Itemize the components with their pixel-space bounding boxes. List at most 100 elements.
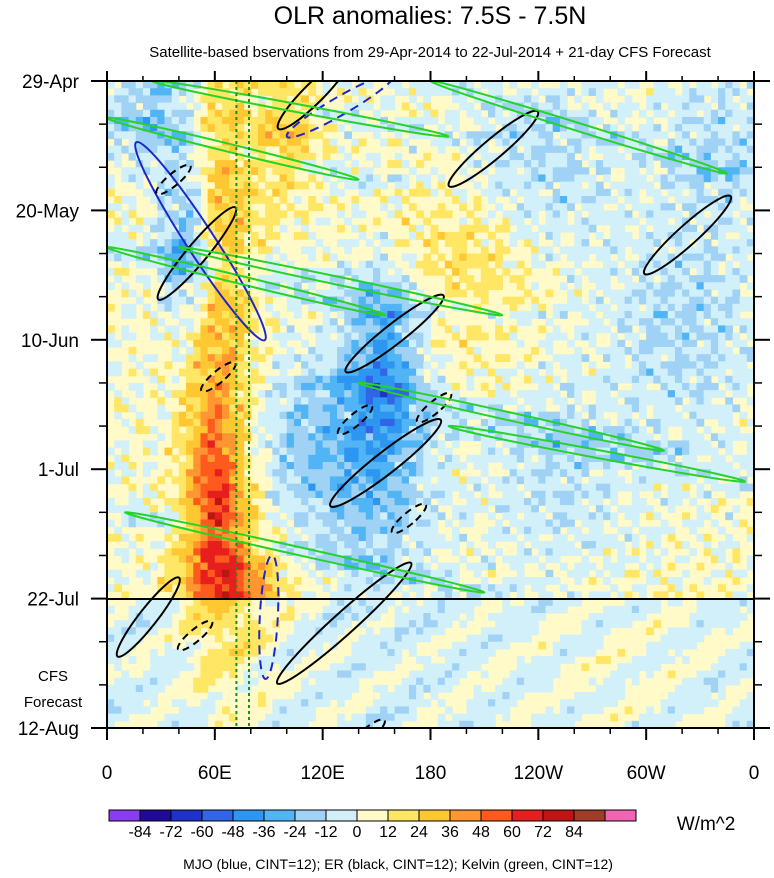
field-cell-1759 — [682, 275, 690, 283]
field-cell-3772 — [466, 490, 475, 499]
field-cell-1176 — [157, 210, 166, 219]
field-cell-4553 — [703, 577, 712, 585]
field-cell-3429 — [710, 454, 719, 463]
field-cell-958 — [394, 181, 403, 190]
field-cell-696 — [423, 152, 432, 161]
field-cell-1839 — [229, 289, 237, 298]
field-cell-1828 — [121, 289, 130, 298]
field-cell-1700 — [710, 267, 719, 276]
field-cell-1509 — [603, 246, 611, 255]
field-cell-138 — [186, 95, 194, 104]
field-cell-754 — [322, 160, 331, 168]
field-cell-3795 — [703, 490, 712, 499]
field-cell-1756 — [660, 275, 669, 283]
field-cell-2070 — [682, 311, 690, 319]
field-cell-679 — [171, 152, 180, 161]
field-cell-4758 — [444, 605, 453, 614]
field-cell-3400 — [473, 454, 482, 463]
field-cell-1607 — [408, 260, 417, 269]
field-cell-4672 — [193, 598, 202, 607]
field-cell-4213 — [322, 541, 331, 549]
field-cell-3877 — [193, 505, 202, 513]
field-cell-4980 — [380, 634, 388, 643]
field-cell-1652 — [207, 267, 216, 276]
field-cell-4486 — [631, 569, 640, 578]
field-cell-912 — [603, 174, 611, 183]
field-cell-4412 — [437, 562, 446, 571]
field-cell-4093 — [351, 526, 360, 535]
field-cell-2924 — [200, 411, 209, 420]
field-cell-3077 — [243, 426, 252, 434]
field-cell-1540 — [222, 253, 230, 262]
field-cell-923 — [703, 174, 712, 183]
field-cell-2975 — [588, 411, 597, 420]
field-cell-413 — [301, 124, 309, 132]
field-cell-3775 — [509, 490, 518, 499]
field-cell-2098 — [365, 318, 374, 327]
field-cell-3090 — [344, 426, 353, 434]
field-cell-3495 — [617, 462, 626, 470]
field-cell-582 — [552, 138, 561, 147]
field-cell-2628 — [660, 375, 669, 384]
field-cell-2007 — [660, 303, 669, 312]
field-cell-1030 — [495, 188, 503, 197]
field-cell-2386 — [272, 354, 281, 362]
field-cell-2442 — [186, 361, 194, 370]
field-cell-493 — [408, 131, 417, 140]
field-cell-2268 — [222, 339, 230, 348]
field-cell-1185 — [229, 210, 237, 219]
field-cell-1732 — [358, 275, 367, 283]
field-cell-46 — [559, 81, 568, 89]
field-cell-3524 — [236, 469, 245, 477]
field-cell-4327 — [214, 555, 223, 564]
field-cell-4481 — [581, 569, 590, 578]
field-cell-3466 — [380, 462, 388, 470]
field-cell-95 — [430, 88, 439, 96]
field-cell-4717 — [674, 598, 683, 607]
field-cell-3091 — [351, 426, 360, 434]
field-cell-3234 — [301, 440, 309, 449]
field-cell-950 — [315, 181, 324, 190]
field-cell-3911 — [480, 505, 489, 513]
field-cell-536 — [114, 138, 122, 147]
field-cell-1733 — [365, 275, 374, 283]
field-cell-1165 — [682, 203, 690, 211]
field-cell-2076 — [725, 311, 734, 319]
field-cell-2497 — [718, 361, 726, 370]
field-cell-600 — [703, 138, 712, 147]
field-cell-3055 — [667, 418, 676, 427]
field-cell-1467 — [107, 246, 115, 255]
field-cell-3571 — [667, 469, 676, 477]
field-cell-1684 — [581, 267, 590, 276]
field-cell-2968 — [531, 411, 539, 420]
field-cell-2878 — [408, 404, 417, 413]
field-cell-4386 — [222, 562, 230, 571]
field-cell-824 — [315, 167, 324, 176]
field-cell-3906 — [430, 505, 439, 513]
field-cell-1295 — [135, 224, 144, 233]
field-cell-4765 — [523, 605, 532, 614]
field-cell-3667 — [243, 483, 252, 492]
field-cell-2451 — [250, 361, 259, 370]
field-cell-2855 — [229, 404, 237, 413]
field-cell-1187 — [243, 210, 252, 219]
field-cell-3713 — [617, 483, 626, 492]
field-cell-2767 — [674, 390, 683, 398]
field-cell-3001 — [229, 418, 237, 427]
field-cell-4126 — [689, 526, 698, 535]
field-cell-1482 — [222, 246, 230, 255]
field-cell-1149 — [531, 203, 539, 211]
field-cell-2695 — [667, 382, 676, 391]
field-cell-126 — [732, 88, 741, 96]
field-cell-3068 — [171, 426, 180, 434]
field-cell-780 — [603, 160, 611, 168]
field-cell-1158 — [617, 203, 626, 211]
field-cell-1546 — [329, 253, 338, 262]
field-cell-2148 — [286, 325, 295, 334]
field-cell-2605 — [430, 375, 439, 384]
field-cell-4909 — [142, 627, 151, 636]
field-cell-3114 — [516, 426, 525, 434]
field-cell-4052 — [531, 519, 539, 528]
field-cell-2867 — [329, 404, 338, 413]
field-cell-614 — [157, 145, 166, 154]
